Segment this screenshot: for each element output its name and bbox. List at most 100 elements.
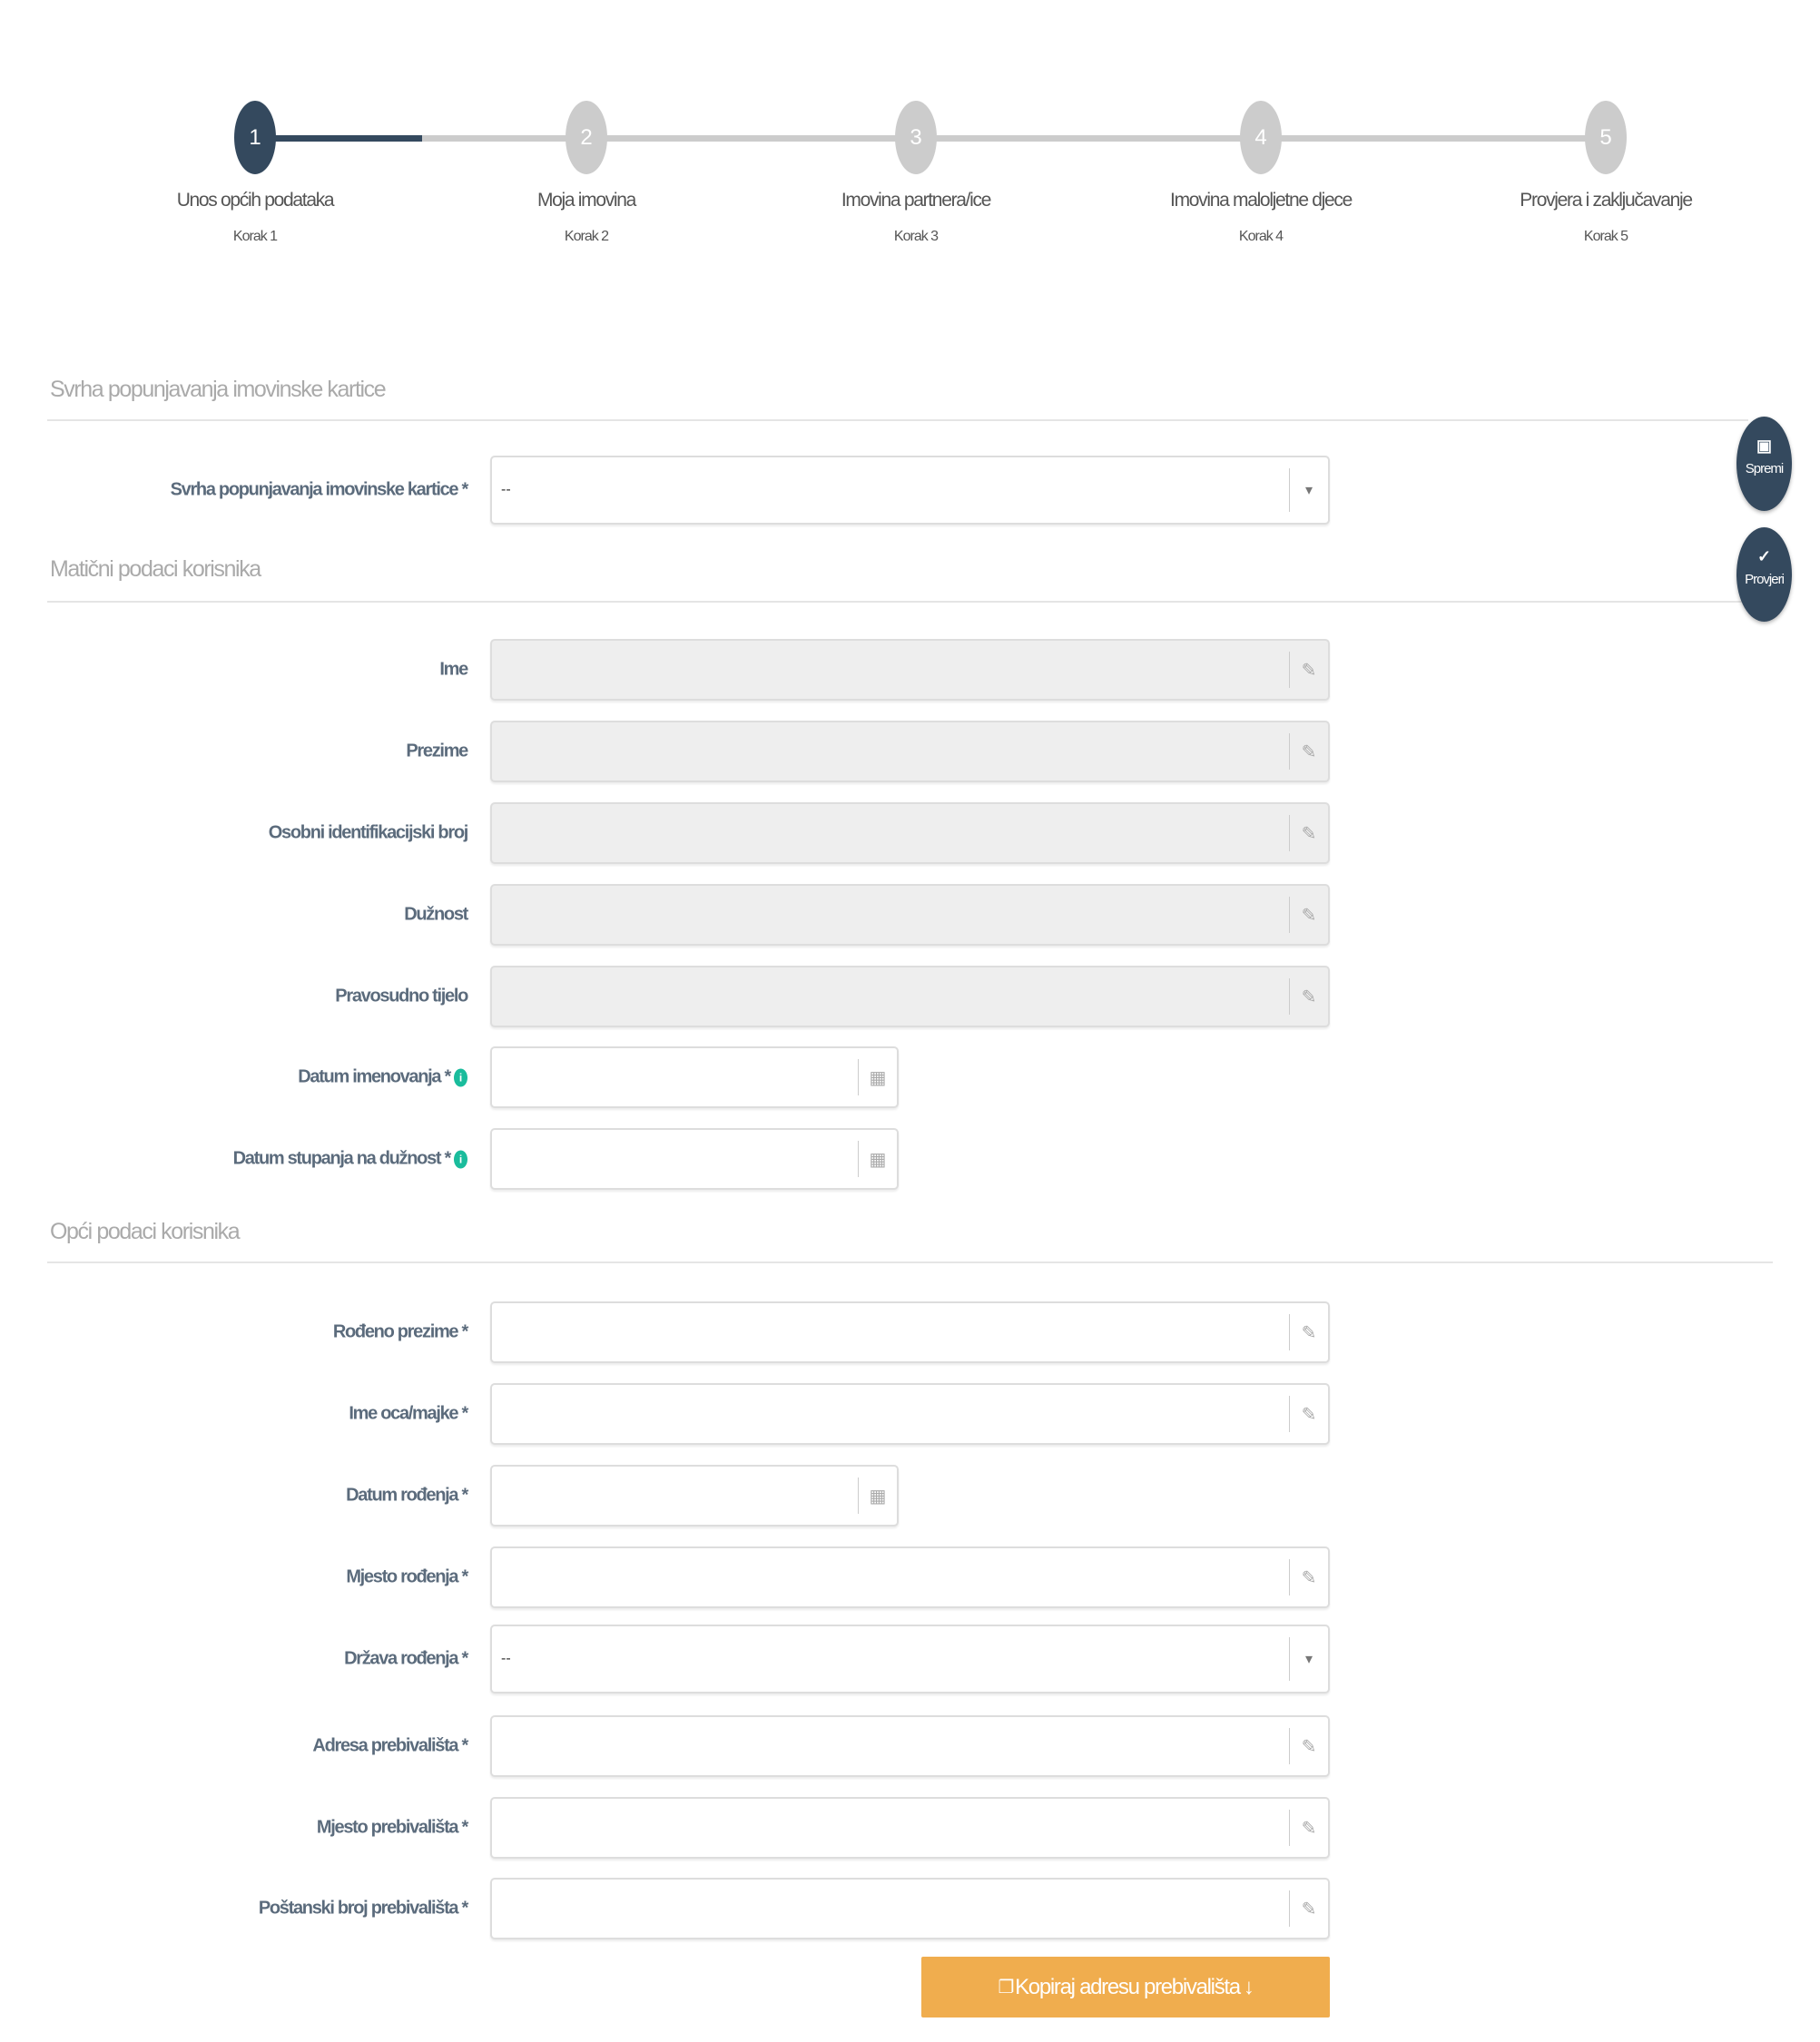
datum-stupanja-na-dužnost-input[interactable]: ▦ bbox=[490, 1128, 899, 1190]
osobni-identifikacijski-broj-input[interactable]: ✎ bbox=[490, 802, 1330, 864]
field-label: Datum imenovanja * i bbox=[298, 1067, 467, 1088]
prezime-input[interactable]: ✎ bbox=[490, 721, 1330, 782]
label-text: Država rođenja * bbox=[344, 1648, 468, 1669]
checkmark-icon: ✓ bbox=[1756, 547, 1772, 565]
section-title: Opći podaci korisnika bbox=[50, 1219, 241, 1244]
field-label: Adresa prebivališta * bbox=[312, 1735, 468, 1757]
field-separator bbox=[1289, 1637, 1290, 1681]
pravosudno-tijelo-input[interactable]: ✎ bbox=[490, 966, 1330, 1027]
field-label: Datum stupanja na dužnost * i bbox=[233, 1149, 467, 1170]
field-label: Datum rođenja * bbox=[346, 1485, 468, 1507]
pencil-icon[interactable]: ✎ bbox=[1301, 1322, 1317, 1343]
datum-rođenja-input[interactable]: ▦ bbox=[490, 1465, 899, 1527]
arrow-down-icon: ↓ bbox=[1243, 1974, 1254, 1999]
poštanski-broj-prebivališta-input[interactable]: ✎ bbox=[490, 1878, 1330, 1939]
calendar-icon[interactable]: ▦ bbox=[869, 1149, 887, 1170]
check-button[interactable]: ✓ Provjeri bbox=[1736, 527, 1792, 622]
rođeno-prezime-input[interactable]: ✎ bbox=[490, 1301, 1330, 1363]
step-subtitle: Korak 3 bbox=[893, 229, 939, 244]
država-rođenja-select[interactable]: -- ▾ bbox=[490, 1625, 1330, 1693]
step-circle-4[interactable]: 4 bbox=[1240, 101, 1282, 174]
step-title: Imovina maloljetne djece bbox=[1170, 190, 1353, 211]
pencil-icon[interactable]: ✎ bbox=[1301, 1899, 1317, 1919]
field-separator bbox=[1289, 897, 1290, 933]
step-subtitle: Korak 5 bbox=[1583, 229, 1628, 244]
pencil-icon[interactable]: ✎ bbox=[1301, 660, 1317, 681]
field-label: Mjesto prebivališta * bbox=[316, 1817, 468, 1839]
label-text: Osobni identifikacijski broj bbox=[268, 822, 469, 843]
calendar-icon[interactable]: ▦ bbox=[869, 1486, 887, 1507]
label-text: Mjesto rođenja * bbox=[346, 1566, 468, 1587]
field-separator bbox=[1289, 978, 1290, 1015]
field-label: Poštanski broj prebivališta * bbox=[259, 1899, 468, 1919]
field-separator bbox=[1289, 652, 1290, 688]
pencil-icon[interactable]: ✎ bbox=[1301, 823, 1317, 844]
field-separator bbox=[1289, 1314, 1290, 1350]
pencil-icon[interactable]: ✎ bbox=[1301, 741, 1317, 762]
label-text: Dužnost bbox=[404, 904, 468, 925]
copy-address-label: Kopiraj adresu prebivališta bbox=[1015, 1974, 1241, 1999]
section-divider bbox=[47, 419, 1748, 421]
pencil-icon[interactable]: ✎ bbox=[1301, 1736, 1317, 1757]
caret-down-icon[interactable]: ▾ bbox=[1304, 483, 1313, 498]
field-label: Osobni identifikacijski broj bbox=[268, 822, 469, 844]
mjesto-rođenja-input[interactable]: ✎ bbox=[490, 1546, 1330, 1608]
label-text: Datum rođenja * bbox=[346, 1485, 468, 1506]
adresa-prebivališta-input[interactable]: ✎ bbox=[490, 1715, 1330, 1777]
field-label: Pravosudno tijelo bbox=[335, 986, 468, 1007]
info-icon[interactable]: i bbox=[454, 1068, 467, 1087]
pencil-icon[interactable]: ✎ bbox=[1301, 1818, 1317, 1839]
label-text: Adresa prebivališta * bbox=[312, 1735, 468, 1756]
step-subtitle: Korak 2 bbox=[564, 229, 609, 244]
save-button[interactable]: ▣ Spremi bbox=[1736, 417, 1792, 511]
info-icon[interactable]: i bbox=[454, 1150, 467, 1169]
section-title: Matični podaci korisnika bbox=[50, 556, 261, 582]
section-title: Svrha popunjavanja imovinske kartice bbox=[50, 377, 387, 402]
step-subtitle: Korak 4 bbox=[1238, 229, 1284, 244]
label-text: Ime bbox=[439, 659, 468, 680]
section-divider bbox=[47, 1262, 1773, 1263]
pencil-icon[interactable]: ✎ bbox=[1301, 1404, 1317, 1425]
step-title: Unos općih podataka bbox=[176, 190, 335, 211]
datum-imenovanja-input[interactable]: ▦ bbox=[490, 1046, 899, 1108]
step-title: Provjera i zaključavanje bbox=[1520, 190, 1693, 211]
step-circle-2[interactable]: 2 bbox=[566, 101, 607, 174]
field-separator bbox=[858, 1059, 859, 1095]
field-separator bbox=[1289, 468, 1290, 512]
step-circle-5[interactable]: 5 bbox=[1585, 101, 1627, 174]
pencil-icon[interactable]: ✎ bbox=[1301, 987, 1317, 1007]
field-label: Rođeno prezime * bbox=[333, 1322, 468, 1343]
label-text: Mjesto prebivališta * bbox=[316, 1817, 468, 1838]
field-label: Mjesto rođenja * bbox=[346, 1566, 468, 1588]
field-label: Prezime bbox=[406, 741, 468, 762]
caret-down-icon[interactable]: ▾ bbox=[1304, 1652, 1313, 1667]
step-title: Moja imovina bbox=[536, 190, 636, 211]
mjesto-prebivališta-input[interactable]: ✎ bbox=[490, 1797, 1330, 1859]
pencil-icon[interactable]: ✎ bbox=[1301, 905, 1317, 926]
pencil-icon[interactable]: ✎ bbox=[1301, 1567, 1317, 1588]
step-circle-3[interactable]: 3 bbox=[895, 101, 937, 174]
field-separator bbox=[1289, 1890, 1290, 1927]
step-subtitle: Korak 1 bbox=[232, 229, 278, 244]
ime-input[interactable]: ✎ bbox=[490, 639, 1330, 701]
svrha-popunjavanja-imovinske-kartice-select[interactable]: -- ▾ bbox=[490, 456, 1330, 525]
field-label: Dužnost bbox=[404, 904, 468, 926]
field-label: Ime bbox=[439, 659, 468, 681]
label-text: Pravosudno tijelo bbox=[335, 986, 468, 1006]
label-text: Datum imenovanja * bbox=[298, 1066, 451, 1087]
section-divider bbox=[47, 601, 1748, 603]
step-title: Imovina partnera/ice bbox=[841, 190, 992, 211]
progress-fill bbox=[255, 135, 422, 142]
calendar-icon[interactable]: ▦ bbox=[869, 1067, 887, 1088]
ime-oca-majke-input[interactable]: ✎ bbox=[490, 1383, 1330, 1445]
check-label: Provjeri bbox=[1745, 572, 1785, 587]
field-separator bbox=[1289, 1559, 1290, 1595]
dužnost-input[interactable]: ✎ bbox=[490, 884, 1330, 946]
field-separator bbox=[1289, 1810, 1290, 1846]
field-label: Država rođenja * bbox=[344, 1648, 468, 1670]
copy-address-button[interactable]: ❐ Kopiraj adresu prebivališta ↓ bbox=[921, 1957, 1330, 2017]
label-text: Datum stupanja na dužnost * bbox=[232, 1148, 452, 1169]
field-separator bbox=[1289, 733, 1290, 770]
field-separator bbox=[1289, 1728, 1290, 1764]
step-circle-1[interactable]: 1 bbox=[234, 101, 276, 174]
